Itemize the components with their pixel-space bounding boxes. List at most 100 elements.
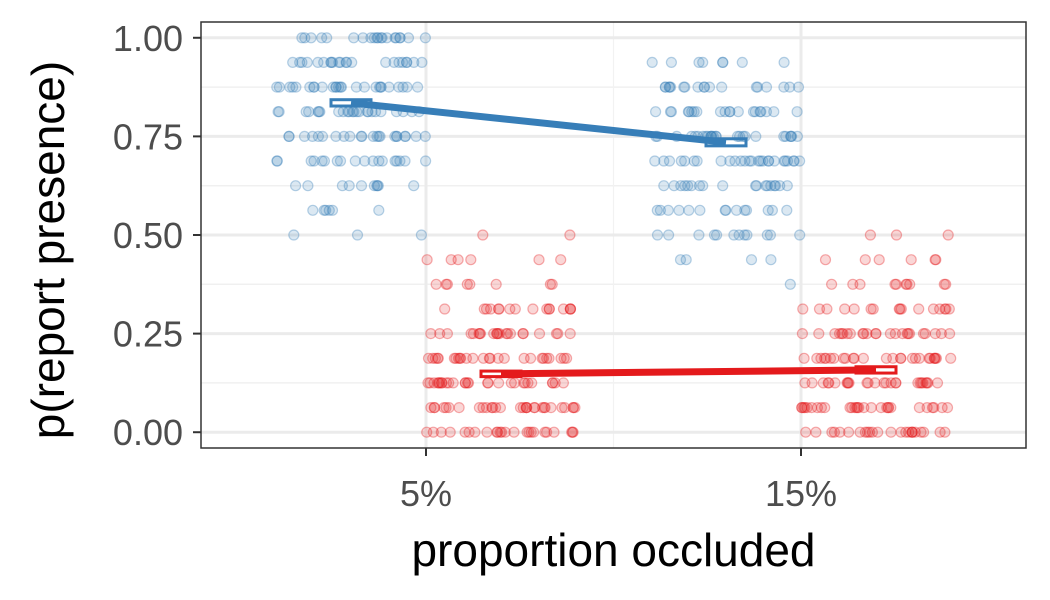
data-point xyxy=(496,426,508,438)
data-point xyxy=(521,426,533,438)
data-point xyxy=(313,106,325,118)
data-point xyxy=(287,81,299,93)
data-point xyxy=(498,352,510,364)
data-point xyxy=(521,402,533,414)
data-point xyxy=(793,155,806,167)
data-point xyxy=(567,402,579,414)
data-point xyxy=(663,81,675,93)
data-point xyxy=(889,328,902,340)
data-point xyxy=(924,352,936,364)
data-point xyxy=(308,155,320,167)
data-point xyxy=(359,155,371,167)
data-point xyxy=(882,402,895,414)
data-point xyxy=(307,204,319,216)
data-point xyxy=(762,155,775,167)
data-point xyxy=(940,303,952,315)
data-point xyxy=(343,180,355,192)
data-point xyxy=(679,180,691,192)
data-point xyxy=(543,303,555,315)
data-point xyxy=(464,278,476,290)
error-bar xyxy=(479,369,523,379)
data-point xyxy=(842,377,854,389)
data-point xyxy=(567,402,580,414)
data-point xyxy=(434,328,446,340)
data-point xyxy=(388,56,400,69)
data-point xyxy=(374,81,386,93)
data-point xyxy=(817,377,829,389)
data-point xyxy=(799,377,811,389)
data-point xyxy=(682,106,695,118)
data-point xyxy=(273,81,285,93)
data-point xyxy=(435,426,447,438)
data-point xyxy=(556,402,568,414)
data-point xyxy=(314,106,326,118)
data-point xyxy=(493,328,505,340)
data-point xyxy=(837,328,849,340)
data-point xyxy=(459,377,472,389)
data-point xyxy=(760,81,773,93)
data-point xyxy=(798,402,810,414)
data-point xyxy=(750,130,762,142)
data-point xyxy=(440,402,452,414)
data-point xyxy=(478,303,490,315)
data-point xyxy=(665,56,678,69)
data-point xyxy=(316,130,329,142)
data-point xyxy=(869,377,881,389)
data-point xyxy=(537,352,550,364)
data-point xyxy=(733,229,745,241)
data-point xyxy=(784,81,796,93)
data-point xyxy=(928,402,940,414)
data-point xyxy=(844,328,856,340)
data-point xyxy=(552,328,564,340)
data-point xyxy=(934,426,946,438)
data-point xyxy=(488,328,500,340)
data-point xyxy=(745,155,758,167)
data-point xyxy=(895,352,907,364)
data-point xyxy=(356,130,368,142)
data-point xyxy=(791,106,803,118)
data-point xyxy=(811,402,824,414)
data-point xyxy=(402,32,415,44)
data-point xyxy=(682,180,694,192)
data-point xyxy=(316,32,328,44)
data-point xyxy=(693,229,705,241)
data-point xyxy=(915,377,928,389)
data-point xyxy=(341,56,353,69)
data-point xyxy=(372,32,384,44)
data-point xyxy=(893,303,905,315)
data-point xyxy=(909,352,922,364)
data-point xyxy=(851,402,864,414)
data-point xyxy=(401,81,413,93)
data-point xyxy=(453,402,465,414)
data-point xyxy=(391,130,403,142)
data-point xyxy=(555,352,567,364)
data-point xyxy=(751,81,764,93)
data-point xyxy=(847,278,859,290)
data-point xyxy=(368,32,380,44)
data-point xyxy=(538,402,550,414)
data-point xyxy=(749,180,762,192)
data-point xyxy=(788,155,800,167)
data-point xyxy=(885,377,897,389)
data-point xyxy=(903,426,915,438)
data-point xyxy=(815,352,827,364)
data-point xyxy=(693,56,705,69)
data-point xyxy=(493,303,505,315)
data-point xyxy=(429,402,441,414)
data-point xyxy=(338,130,350,142)
data-point xyxy=(399,130,411,142)
data-point xyxy=(651,229,664,241)
data-point xyxy=(865,402,877,414)
data-point xyxy=(444,426,456,438)
data-point xyxy=(544,278,557,290)
data-point xyxy=(890,278,902,290)
data-point xyxy=(842,426,855,438)
data-point xyxy=(528,402,540,414)
data-point xyxy=(778,155,790,167)
data-point xyxy=(331,155,343,167)
data-point xyxy=(533,254,545,266)
data-point xyxy=(494,402,506,414)
data-point xyxy=(901,328,913,340)
data-point xyxy=(943,303,955,315)
